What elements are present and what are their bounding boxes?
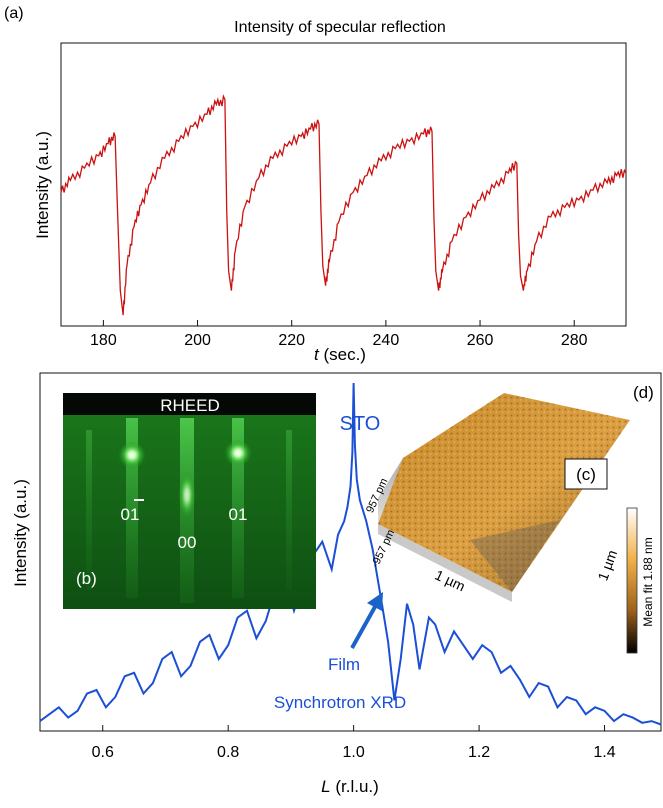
rheed-index-right: 01 (229, 505, 248, 524)
panel-d-x-tick-label: 1.0 (343, 744, 365, 761)
rheed-spot-left (118, 441, 146, 469)
rheed-streak-far-left (86, 430, 92, 590)
rheed-header: RHEED (160, 396, 220, 415)
panel-d-xlabel: L (r.l.u.) (321, 777, 379, 796)
afm-colorbar-label: Mean fit 1.88 nm (641, 537, 655, 626)
synchrotron-xrd-label: Synchrotron XRD (274, 693, 406, 712)
panel-d-x-tick-label: 1.2 (468, 744, 490, 761)
rheed-header-bar (63, 393, 316, 415)
afm-colorbar (626, 507, 638, 654)
afm-side-front (378, 524, 512, 602)
panel-d-x-tick-label: 0.6 (92, 744, 114, 761)
panel-a-x-tick-label: 280 (561, 332, 588, 349)
rheed-spot-right (224, 439, 252, 467)
panel-a-label: (a) (4, 5, 24, 22)
afm-label-box (564, 458, 608, 490)
panel-d-x-tick-label: 1.4 (593, 744, 615, 761)
panel-a-xlabel-var: t (314, 345, 320, 364)
rheed-index-left: 01 (121, 505, 140, 524)
sto-peak-label: STO (340, 413, 381, 435)
afm-surface-shade (470, 520, 560, 592)
film-arrow-shaft (350, 604, 378, 649)
panel-d-label: (d) (633, 383, 654, 402)
panel-d-xlabel-var: L (321, 777, 330, 796)
film-arrow-head (367, 592, 383, 611)
panel-a-frame (60, 42, 627, 327)
panel-d-x-ticks: 0.6 0.8 1.0 1.2 1.4 (92, 725, 616, 761)
panel-a-xlabel-unit: (sec.) (319, 345, 366, 364)
panel-a-x-tick-label: 260 (467, 332, 494, 349)
panel-d-ylabel: Intensity (a.u.) (11, 479, 30, 587)
afm-surface-texture (378, 393, 630, 592)
afm-panel-label: (c) (576, 465, 596, 484)
panel-a-x-ticks: 180 200 220 240 260 280 (90, 320, 588, 349)
panel-a-x-tick-label: 240 (373, 332, 400, 349)
panel-a-intensity-line (60, 94, 627, 316)
panel-d-xlabel-unit: (r.l.u.) (331, 777, 379, 796)
panel-a-ylabel: Intensity (a.u.) (33, 131, 52, 239)
afm-y-scale: 1 µm (594, 548, 620, 583)
afm-inset: (c) 957 pm -957 pm 1 µm 1 µm Mean fit 1.… (364, 393, 655, 654)
panel-d-xrd-line (39, 382, 662, 726)
rheed-streak-far-right (286, 430, 292, 590)
panel-a-title: Intensity of specular reflection (234, 19, 446, 36)
panel-d-x-tick-label: 0.8 (217, 744, 239, 761)
rheed-panel-label: (b) (76, 569, 97, 588)
film-label: Film (328, 655, 360, 674)
panel-a-x-tick-label: 220 (278, 332, 305, 349)
panel-a-x-tick-label: 180 (90, 332, 117, 349)
panel-d-frame (39, 372, 662, 732)
panel-a-xlabel: t (sec.) (314, 345, 366, 364)
rheed-spot-center (178, 471, 196, 519)
rheed-index-center: 00 (178, 533, 197, 552)
rheed-inset: RHEED 01 00 01 (b) (63, 393, 316, 609)
panel-a-x-tick-label: 200 (184, 332, 211, 349)
